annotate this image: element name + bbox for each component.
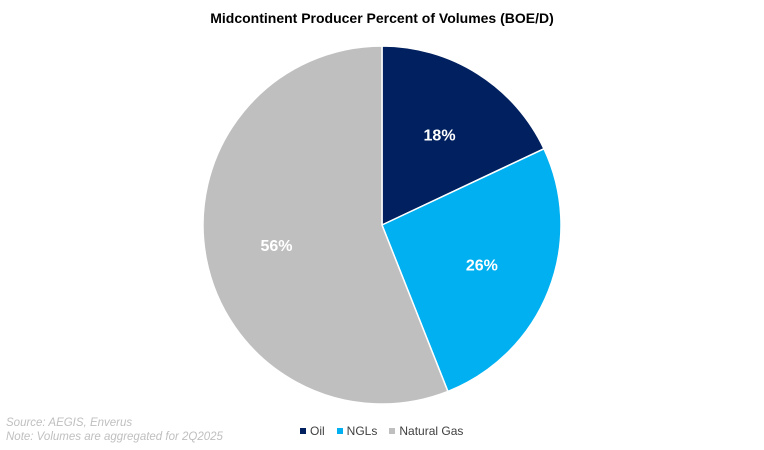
legend-item-natural-gas: Natural Gas <box>389 424 463 438</box>
pie-slice-ngls <box>381 147 562 393</box>
legend-item-ngls: NGLs <box>336 424 378 438</box>
legend-swatch <box>336 428 343 434</box>
data-label-ngls: 26% <box>466 258 498 275</box>
legend-item-oil: Oil <box>300 424 325 438</box>
legend-label: Natural Gas <box>399 424 464 438</box>
data-label-natural-gas: 56% <box>260 238 292 255</box>
chart-title: Midcontinent Producer Percent of Volumes… <box>210 10 554 26</box>
pie-slice-oil <box>381 45 545 227</box>
legend: Oil NGLs Natural Gas <box>300 424 463 438</box>
legend-swatch <box>389 428 396 434</box>
legend-label: Oil <box>310 424 325 438</box>
legend-swatch <box>300 428 306 434</box>
source-note: Source: AEGIS, Enverus Note: Volumes are… <box>6 416 223 444</box>
legend-label: NGLs <box>346 424 378 438</box>
data-label-oil: 18% <box>424 127 456 144</box>
source-text: Source: AEGIS, Enverus <box>6 417 133 429</box>
pie-slice-natural-gas <box>202 45 449 405</box>
note-text: Note: Volumes are aggregated for 2Q2025 <box>6 431 223 443</box>
